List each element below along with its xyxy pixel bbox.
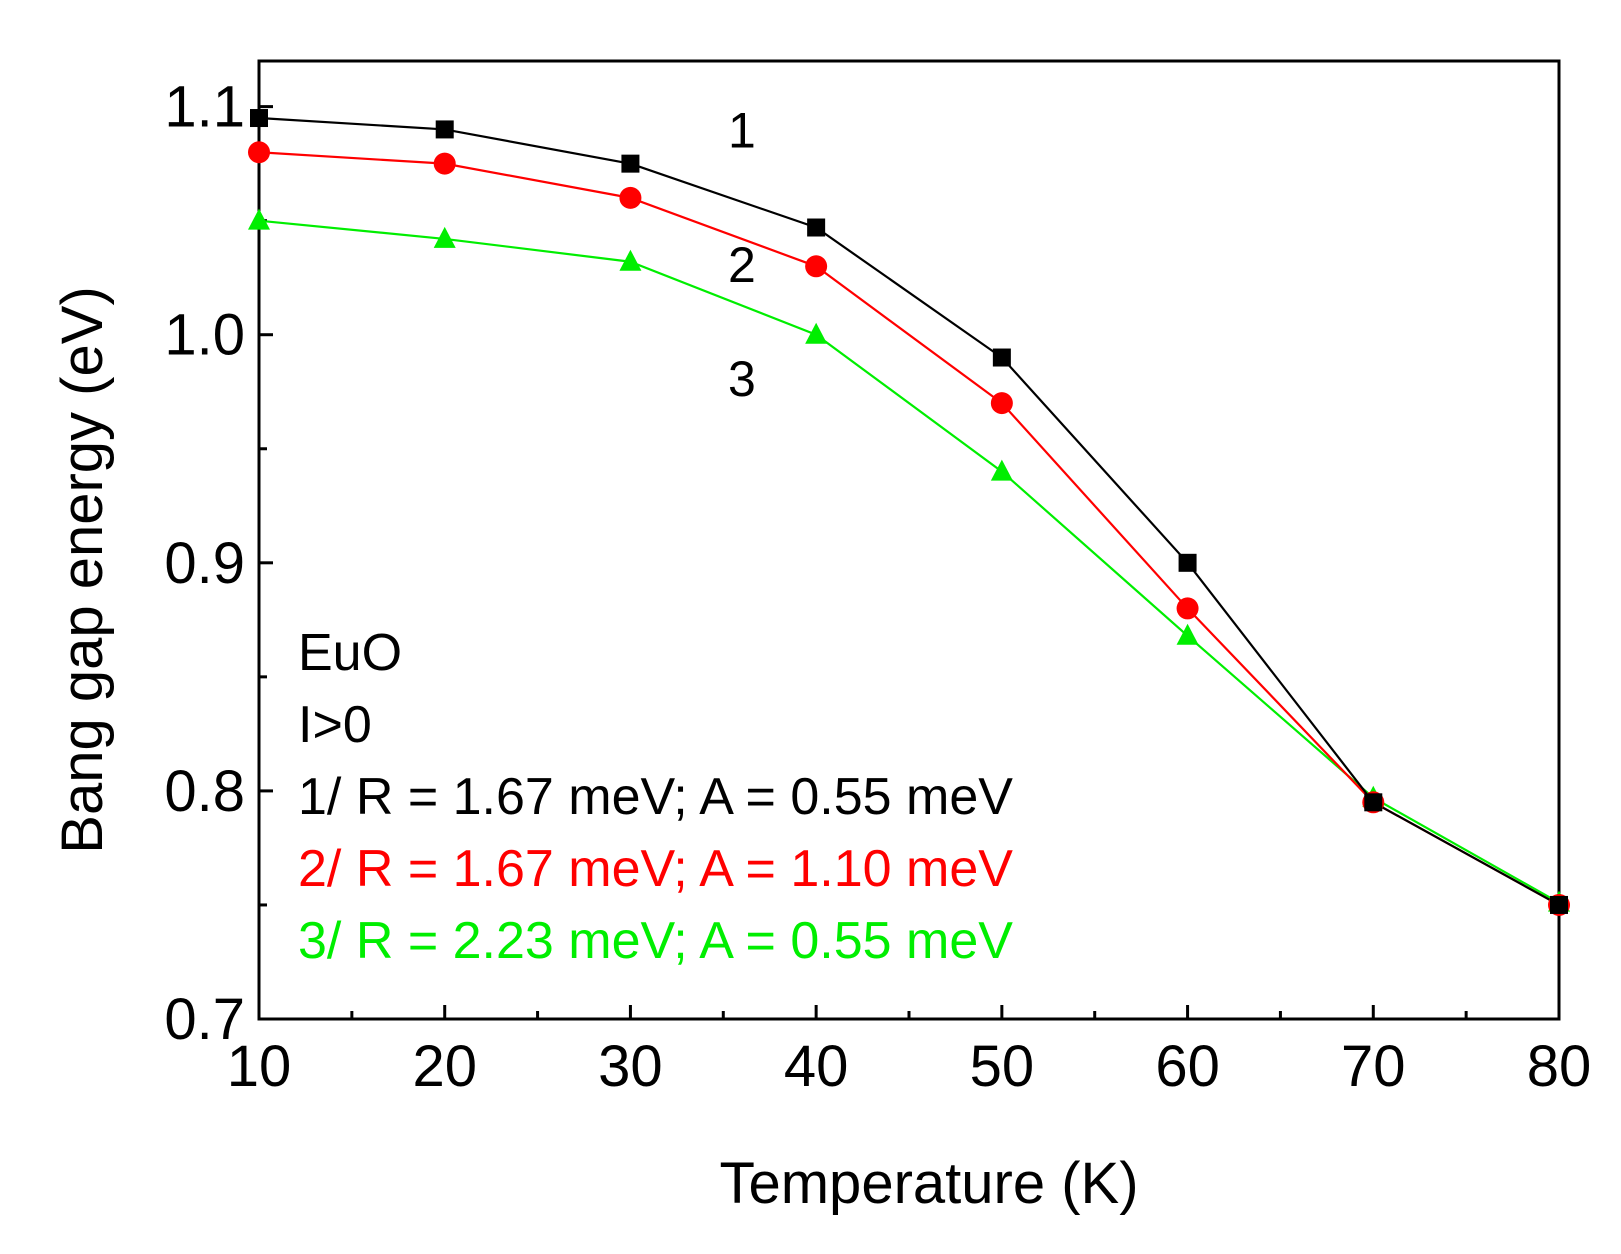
x-axis-title: Temperature (K) (719, 1151, 1138, 1216)
series-1-point-70 (1364, 793, 1383, 812)
y-tick-label-0.7: 0.7 (164, 987, 245, 1052)
series-3-point-50 (990, 459, 1013, 481)
x-tick-label-60: 60 (1155, 1034, 1220, 1099)
series-3-point-40 (805, 322, 828, 344)
series-1-point-50 (992, 348, 1011, 367)
series-1-line (258, 116, 1560, 906)
x-tick-label-40: 40 (784, 1034, 849, 1099)
x-tick-label-30: 30 (598, 1034, 663, 1099)
curve-label-3: 3 (728, 351, 756, 407)
series-2-point-60 (1176, 597, 1199, 620)
legend-entry-3: 3/ R = 2.23 meV; A = 0.55 meV (298, 912, 1013, 970)
series-3-point-30 (619, 249, 642, 271)
curve-label-1: 1 (728, 102, 756, 158)
series-1-point-20 (435, 120, 454, 139)
annotation-material: EuO (298, 624, 402, 682)
x-tick-label-20: 20 (412, 1034, 477, 1099)
legend-entry-2: 2/ R = 1.67 meV; A = 1.10 meV (298, 840, 1013, 898)
series-3-point-60 (1176, 623, 1199, 645)
series-3-point-20 (433, 226, 456, 248)
series-1-point-10 (250, 109, 268, 128)
series-1-point-40 (807, 218, 826, 237)
legend-entry-1: 1/ R = 1.67 meV; A = 0.55 meV (298, 768, 1013, 826)
series-1-point-60 (1178, 553, 1197, 572)
series-2-point-30 (619, 186, 642, 209)
series-2-point-20 (433, 152, 456, 175)
x-tick-label-10: 10 (227, 1034, 292, 1099)
series-2-point-40 (805, 255, 828, 278)
series-2-line (258, 151, 1560, 906)
series-3-point-10 (248, 208, 270, 230)
series-2-point-50 (990, 392, 1013, 415)
y-tick-label-0.8: 0.8 (164, 759, 245, 824)
y-tick-label-0.9: 0.9 (164, 531, 245, 596)
series-group (248, 109, 1570, 916)
y-tick-label-1.1: 1.1 (164, 75, 245, 140)
series-1-point-30 (621, 154, 640, 173)
annotation-condition: I>0 (298, 696, 372, 754)
y-tick-label-1: 1.0 (164, 303, 245, 368)
curve-label-2: 2 (728, 237, 756, 293)
series-2-point-10 (248, 141, 270, 164)
x-tick-label-70: 70 (1341, 1034, 1406, 1099)
x-tick-label-80: 80 (1527, 1034, 1592, 1099)
axes: 10 20 30 40 50 60 70 80 0.7 0.8 0.9 1.0 1.1 (164, 59, 1592, 1099)
y-axis-title: Bang gap energy (eV) (50, 286, 115, 853)
series-1-point-80 (1550, 895, 1568, 914)
labels-group: Temperature (K) Bang gap energy (eV) 1 2 3 Eu… (50, 102, 1139, 1216)
x-tick-label-50: 50 (970, 1034, 1035, 1099)
